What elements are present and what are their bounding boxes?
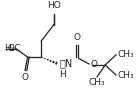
Text: O: O: [8, 44, 15, 53]
Text: CH₃: CH₃: [117, 71, 134, 80]
Text: H₃C: H₃C: [4, 44, 21, 53]
Text: CH₃: CH₃: [117, 50, 134, 59]
Text: O: O: [90, 60, 98, 69]
Text: ⮩N: ⮩N: [60, 58, 73, 68]
Text: HO: HO: [47, 1, 61, 10]
Text: H: H: [60, 70, 66, 79]
Text: CH₃: CH₃: [88, 78, 105, 87]
Text: O: O: [22, 73, 29, 82]
Text: O: O: [74, 33, 81, 42]
